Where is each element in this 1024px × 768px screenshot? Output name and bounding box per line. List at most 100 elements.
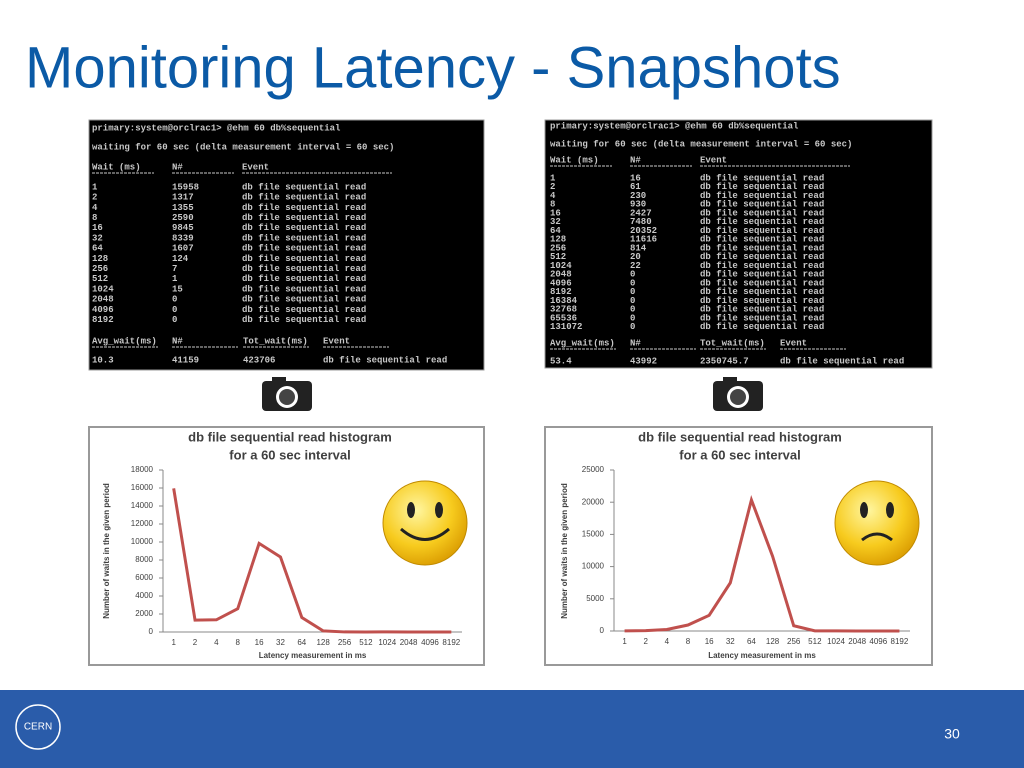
terminal-cell: db file sequential read [700, 296, 824, 306]
terminal-cell: 64 [92, 244, 103, 254]
summary-header: Tot_wait(ms) [243, 336, 308, 346]
summary-cell: 43992 [630, 356, 657, 366]
terminal-cell: db file sequential read [700, 287, 824, 297]
y-tick-label: 8000 [135, 555, 153, 564]
summary-header: N# [172, 336, 183, 346]
terminal-cell: 8192 [92, 315, 114, 325]
terminal-cell: 0 [630, 305, 635, 315]
y-tick-label: 15000 [582, 530, 605, 539]
y-tick-label: 10000 [582, 562, 605, 571]
terminal-cell: 11616 [630, 235, 657, 245]
chart-subtitle: for a 60 sec interval [229, 447, 350, 462]
terminal-cell: 15958 [172, 182, 199, 192]
terminal-status: waiting for 60 sec (delta measurement in… [550, 139, 852, 149]
terminal-1 [88, 119, 485, 371]
terminal-cell: 0 [172, 305, 177, 315]
terminal-cell: db file sequential read [700, 322, 824, 332]
x-tick-label: 64 [747, 637, 756, 646]
terminal-status: waiting for 60 sec (delta measurement in… [92, 142, 394, 152]
terminal-cell: db file sequential read [242, 315, 366, 325]
footer-bar [0, 690, 1024, 768]
camera-icon [713, 377, 763, 411]
terminal-cell: 20352 [630, 226, 657, 236]
x-tick-label: 256 [338, 638, 352, 647]
terminal-cell: db file sequential read [242, 305, 366, 315]
terminal-cell: 0 [630, 322, 635, 332]
terminal-cell: 512 [92, 274, 108, 284]
terminal-cell: db file sequential read [700, 243, 824, 253]
terminal-cell: 32 [92, 233, 103, 243]
terminal-cell: db file sequential read [700, 200, 824, 210]
terminal-prompt: primary:system@orclrac1> @ehm 60 db%sequ… [92, 123, 341, 133]
happy-face [382, 480, 468, 566]
x-tick-label: 2048 [848, 637, 866, 646]
terminal-cell: 2590 [172, 213, 194, 223]
terminal-cell: 128 [550, 235, 566, 245]
terminal-cell: db file sequential read [700, 252, 824, 262]
x-tick-label: 8192 [442, 638, 460, 647]
terminal-cell: 8 [92, 213, 97, 223]
terminal-cell: 16 [92, 223, 103, 233]
x-tick-label: 16 [255, 638, 264, 647]
y-tick-label: 5000 [586, 594, 604, 603]
terminal-header: Event [242, 162, 269, 172]
terminal-cell: db file sequential read [242, 264, 366, 274]
summary-header: Tot_wait(ms) [700, 338, 765, 348]
terminal-cell: 930 [630, 200, 646, 210]
terminal-cell: 4096 [550, 278, 572, 288]
x-tick-label: 256 [787, 637, 801, 646]
terminal-cell: db file sequential read [242, 203, 366, 213]
terminal-cell: 8192 [550, 287, 572, 297]
summary-cell: 41159 [172, 355, 199, 365]
summary-header: Avg_wait(ms) [550, 338, 615, 348]
terminal-cell: 2 [550, 182, 555, 192]
terminal-cell: db file sequential read [700, 305, 824, 315]
x-tick-label: 8 [686, 637, 691, 646]
terminal-cell: 9845 [172, 223, 194, 233]
terminal-cell: 61 [630, 182, 641, 192]
terminal-cell: 124 [172, 254, 189, 264]
terminal-cell: db file sequential read [700, 313, 824, 323]
terminal-cell: 1317 [172, 193, 194, 203]
terminal-cell: 0 [630, 313, 635, 323]
terminal-cell: 0 [630, 287, 635, 297]
x-tick-label: 1 [171, 638, 176, 647]
terminal-cell: db file sequential read [700, 173, 824, 183]
terminal-cell: 0 [172, 315, 177, 325]
y-tick-label: 2000 [135, 609, 153, 618]
y-tick-label: 14000 [131, 501, 154, 510]
terminal-cell: 0 [630, 278, 635, 288]
terminal-cell: 256 [550, 243, 566, 253]
terminal-cell: 1024 [550, 261, 572, 271]
summary-header: Event [323, 336, 350, 346]
terminal-cell: 256 [92, 264, 108, 274]
terminal-cell: 7 [172, 264, 177, 274]
terminal-cell: 128 [92, 254, 108, 264]
terminal-cell: 1607 [172, 244, 194, 254]
terminal-cell: db file sequential read [700, 278, 824, 288]
y-tick-label: 0 [149, 627, 154, 636]
x-tick-label: 16 [705, 637, 714, 646]
x-tick-label: 512 [359, 638, 373, 647]
terminal-cell: 1 [172, 274, 178, 284]
page-number: 30 [944, 726, 960, 742]
terminal-cell: 16384 [550, 296, 578, 306]
terminal-cell: db file sequential read [700, 226, 824, 236]
terminal-cell: db file sequential read [242, 223, 366, 233]
summary-header: Avg_wait(ms) [92, 336, 157, 346]
data-line [624, 494, 900, 633]
terminal-cell: 131072 [550, 322, 582, 332]
chart-title: db file sequential read histogram [188, 429, 392, 444]
terminal-cell: db file sequential read [700, 261, 824, 271]
terminal-cell: 16 [630, 173, 641, 183]
terminal-cell: 1 [92, 182, 98, 192]
terminal-cell: 16 [550, 208, 561, 218]
x-tick-label: 32 [726, 637, 735, 646]
summary-cell: db file sequential read [323, 355, 447, 365]
terminal-cell: 1024 [92, 284, 114, 294]
terminal-cell: 0 [630, 270, 635, 280]
terminal-header: N# [630, 155, 641, 165]
terminal-cell: db file sequential read [700, 217, 824, 227]
y-tick-label: 12000 [131, 519, 154, 528]
terminal-cell: 512 [550, 252, 566, 262]
